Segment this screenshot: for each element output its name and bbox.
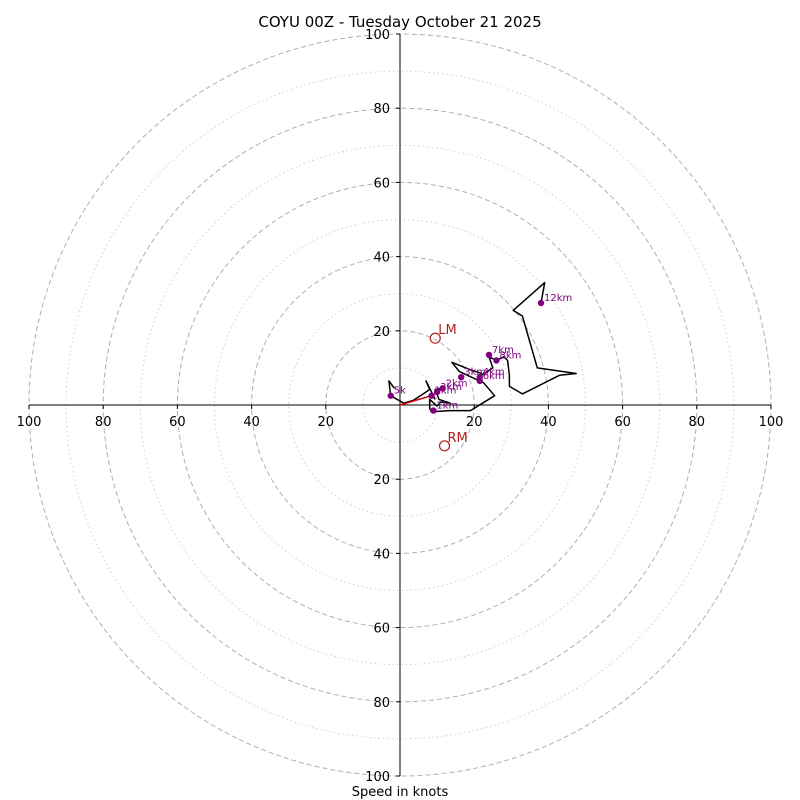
y-tick-label: 60 [373, 622, 390, 637]
y-tick-label: 20 [373, 325, 390, 340]
y-tick-label: 40 [373, 547, 390, 562]
chart-title: COYU 00Z - Tuesday October 21 2025 [258, 13, 541, 31]
y-tick-label: 20 [373, 473, 390, 488]
height-label: 2km [446, 378, 468, 389]
x-tick-label: 40 [540, 415, 557, 430]
height-marker [433, 388, 441, 396]
x-tick-label: 60 [614, 415, 631, 430]
y-tick-label: 40 [373, 251, 390, 266]
height-label: 4km [483, 367, 505, 378]
height-label: 3km [464, 367, 486, 378]
height-label: 3km [440, 382, 462, 393]
x-tick-label: 80 [95, 415, 112, 430]
height-marker [537, 299, 545, 307]
height-label: 8km [499, 350, 521, 361]
x-tick-label: 60 [169, 415, 186, 430]
y-tick-label: 100 [365, 28, 390, 43]
storm-motion-label: LM [438, 323, 456, 338]
height-marker [493, 357, 500, 364]
height-marker [387, 392, 394, 399]
storm-motion-marker [438, 440, 451, 452]
x-tick-label: 80 [689, 415, 706, 430]
height-marker [430, 407, 437, 414]
x-tick-label: 20 [466, 415, 483, 430]
x-tick-label: 100 [17, 415, 42, 430]
tick-labels: 100 80 60 40 20 20 40 60 80 100 100 80 60 40 20 20 40 60 8… [17, 28, 784, 785]
height-marker [428, 392, 435, 399]
x-tick-label: 20 [318, 415, 335, 430]
height-marker [476, 377, 483, 385]
y-tick-label: 60 [373, 176, 390, 191]
x-tick-label: 40 [243, 415, 260, 430]
height-label: 1km [435, 386, 457, 397]
height-marker [458, 373, 465, 381]
y-tick-label: 80 [373, 696, 390, 711]
storm-motion-label: RM [448, 431, 468, 446]
hodograph-trace-lower [388, 380, 436, 404]
y-tick-label: 80 [373, 102, 390, 117]
height-marker [439, 385, 446, 392]
height-label: 5k [394, 386, 406, 397]
height-label: 7km [492, 345, 514, 356]
height-label: 1km [436, 401, 458, 412]
height-label: 6km [483, 371, 505, 382]
height-marker [485, 351, 493, 359]
height-label: 12km [544, 293, 572, 304]
y-tick-label: 100 [365, 770, 390, 785]
x-tick-label: 100 [759, 415, 784, 430]
storm-motion-marker [429, 332, 441, 344]
x-axis-label: Speed in knots [352, 785, 449, 800]
